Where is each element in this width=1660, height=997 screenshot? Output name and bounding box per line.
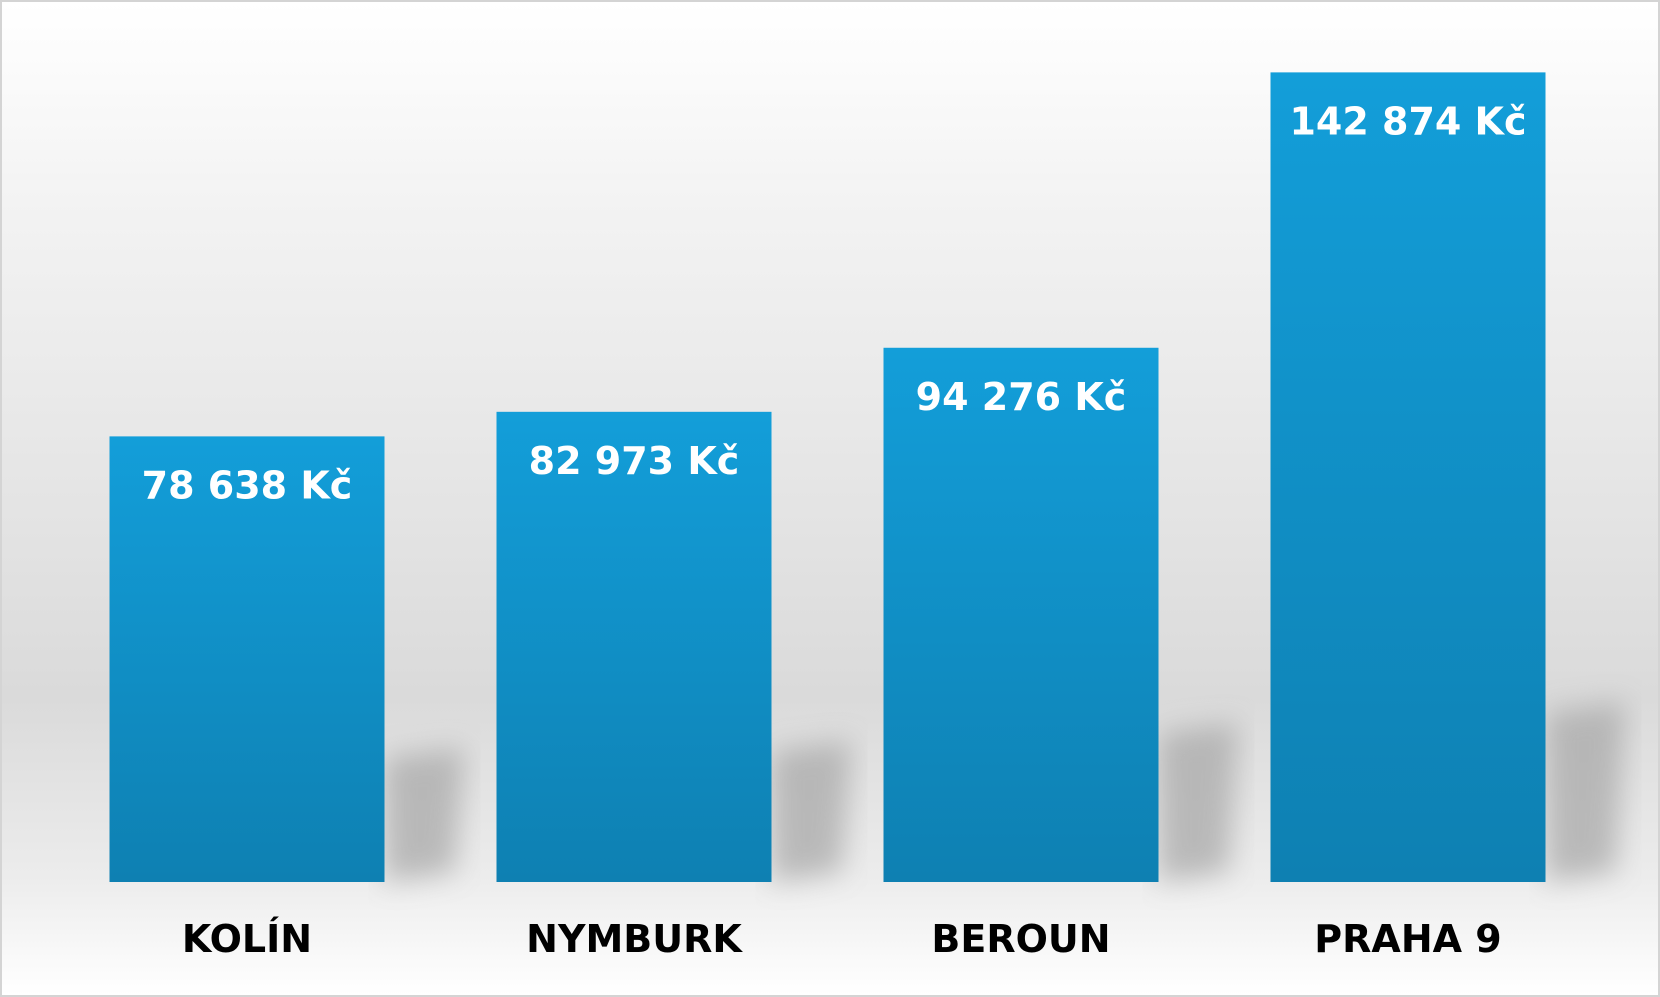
floor-shadow xyxy=(384,702,1626,882)
category-label-kolin: KOLÍN xyxy=(182,917,312,961)
bar-praha-9 xyxy=(1270,72,1546,882)
bar-beroun xyxy=(883,347,1159,882)
value-label-nymburk: 82 973 Kč xyxy=(529,439,740,483)
bar-kolin xyxy=(109,436,385,882)
bars-group xyxy=(109,72,1546,882)
bar-shadow-kolin xyxy=(384,747,465,882)
category-label-praha-9: PRAHA 9 xyxy=(1314,917,1501,961)
bar-shadow-nymburk xyxy=(771,740,852,882)
bar-nymburk xyxy=(496,411,772,882)
bar-shadow-praha-9 xyxy=(1545,702,1626,882)
bar-shadow-beroun xyxy=(1158,722,1239,882)
category-label-nymburk: NYMBURK xyxy=(526,917,743,961)
labels-group: 78 638 Kč KOLÍN 82 973 Kč NYMBURK 94 276 Kč B… xyxy=(142,99,1527,961)
value-label-kolin: 78 638 Kč xyxy=(142,463,353,507)
value-label-praha-9: 142 874 Kč xyxy=(1289,99,1526,143)
value-label-beroun: 94 276 Kč xyxy=(916,375,1127,419)
category-label-beroun: BEROUN xyxy=(931,917,1110,961)
